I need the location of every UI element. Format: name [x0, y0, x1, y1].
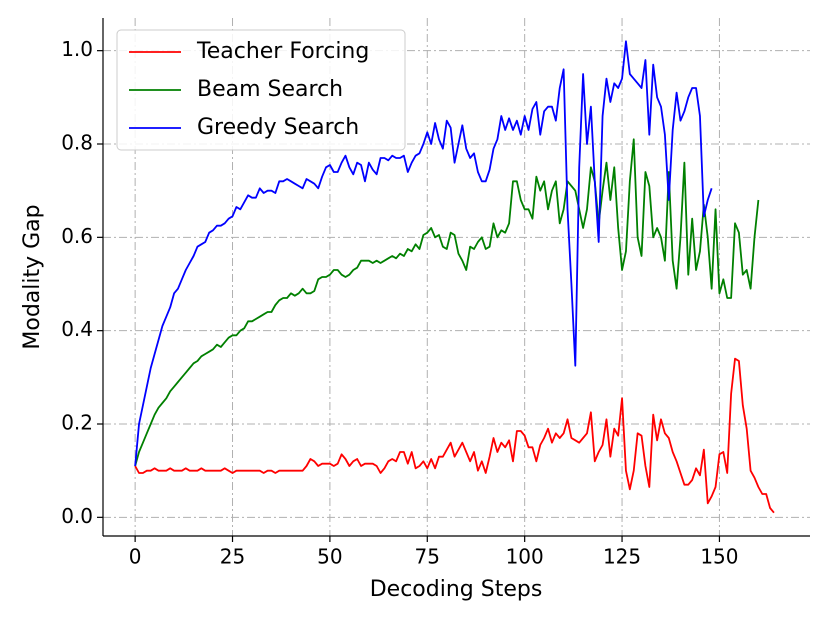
x-tick-label: 0 [129, 545, 142, 569]
legend-label: Greedy Search [197, 115, 359, 140]
x-tick-label: 125 [603, 545, 641, 569]
data-line [134, 357, 775, 514]
x-tick-label: 75 [415, 545, 440, 569]
legend: Teacher Forcing Beam Search Greedy Search [116, 29, 406, 151]
data-line [134, 138, 760, 467]
legend-label: Beam Search [197, 77, 343, 102]
y-tick-label: 0.6 [61, 224, 93, 248]
data-line [134, 40, 713, 467]
legend-label: Teacher Forcing [196, 39, 369, 64]
y-axis-label: Modality Gap [20, 204, 45, 349]
legend-box [116, 29, 406, 151]
x-axis-label: Decoding Steps [370, 577, 543, 602]
y-tick-label: 1.0 [61, 37, 93, 61]
x-tick-label: 25 [220, 545, 245, 569]
x-tick-label: 50 [317, 545, 342, 569]
x-tick-label: 100 [506, 545, 544, 569]
y-tick-label: 0.0 [61, 504, 93, 528]
y-tick-label: 0.2 [61, 411, 93, 435]
y-tick-label: 0.8 [61, 131, 93, 155]
y-tick-label: 0.4 [61, 317, 93, 341]
x-tick-label: 150 [700, 545, 738, 569]
